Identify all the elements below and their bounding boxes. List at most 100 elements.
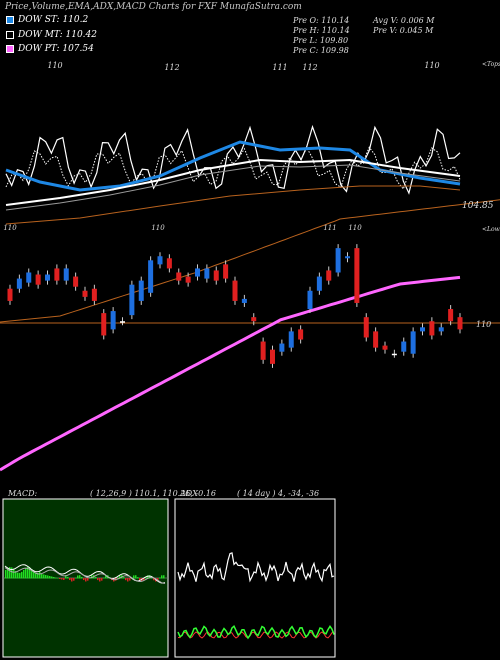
candle-body (7, 288, 13, 301)
macd-histogram-bar (139, 578, 141, 581)
candle-body (391, 353, 397, 356)
macd-histogram-bar (51, 576, 53, 579)
candle-body (63, 268, 69, 281)
tops-value-label: 104.85 (462, 201, 494, 211)
macd-histogram-bar (73, 578, 75, 581)
macd-histogram-bar (15, 571, 17, 579)
macd-histogram-bar (129, 578, 131, 581)
ema-long-line (0, 275, 461, 472)
macd-histogram-bar (69, 578, 71, 581)
candle-body (166, 258, 172, 269)
macd-histogram-bar (37, 572, 39, 579)
lows-label: 110 (151, 224, 165, 232)
candle-body (54, 268, 60, 281)
ohlc-low: Pre L: 109.80 (293, 36, 349, 45)
candle-body (270, 349, 275, 364)
macd-histogram-bar (71, 578, 73, 582)
tops-marker-label: <Tops (482, 61, 500, 68)
tops-label: 110 (47, 61, 62, 70)
price-axis-label: 110 (476, 320, 491, 329)
macd-histogram-bar (5, 570, 7, 579)
tops-label: 112 (164, 63, 179, 72)
macd-histogram-bar (59, 578, 61, 579)
candle-body (251, 317, 257, 322)
macd-histogram-bar (85, 578, 87, 582)
candle-body (448, 309, 454, 322)
candle-body (260, 341, 266, 360)
macd-histogram-bar (159, 577, 161, 579)
candle-body (307, 290, 313, 310)
macd-histogram-bar (61, 578, 63, 580)
candle-body (298, 329, 304, 340)
macd-histogram-bar (143, 578, 145, 581)
candle-body (176, 272, 182, 281)
macd-histogram-bar (67, 576, 69, 579)
macd-histogram-bar (127, 578, 129, 582)
macd-histogram-bar (49, 576, 51, 579)
ma-pt-swatch (6, 45, 14, 53)
macd-histogram-bar (101, 578, 103, 581)
macd-histogram-bar (21, 571, 23, 579)
macd-histogram-bar (9, 567, 11, 579)
macd-histogram-bar (7, 568, 9, 579)
macd-histogram-bar (23, 569, 25, 579)
macd-histogram-bar (97, 578, 99, 581)
ma-legend-mt: DOW MT: 110.42 (6, 29, 97, 41)
lows-marker-label: <Lows (482, 226, 500, 233)
macd-histogram-bar (119, 575, 121, 579)
macd-histogram-bar (145, 577, 147, 579)
ma-pt-label: DOW PT: 107.54 (18, 44, 94, 54)
tops-label: 111 (272, 63, 287, 72)
macd-histogram-bar (79, 575, 81, 579)
adx-values: ( 14 day ) 4, -34, -36 (237, 489, 320, 498)
adx-label: ADX (180, 489, 198, 498)
candle-body (73, 276, 79, 287)
macd-histogram-bar (103, 577, 105, 579)
macd-label: MACD: (8, 489, 38, 498)
macd-signal-line (4, 567, 166, 584)
candle-body (213, 270, 219, 281)
adx-plus-di-line (177, 624, 335, 640)
macd-histogram-bar (75, 577, 77, 579)
candle-body (326, 270, 332, 281)
macd-histogram-bar (35, 572, 37, 579)
candle-body (335, 248, 341, 273)
ema-mid-band-2 (5, 164, 461, 211)
macd-histogram-bar (57, 578, 59, 579)
macd-histogram-bar (25, 568, 27, 579)
tops-label: 110 (424, 61, 439, 70)
macd-histogram-bar (47, 575, 49, 579)
macd-histogram-bar (55, 577, 57, 579)
lows-label: 110 (3, 224, 17, 232)
candle-body (195, 268, 200, 277)
candle-body (91, 288, 97, 301)
candle-body (110, 311, 116, 330)
ma-legend-pt: DOW PT: 107.54 (6, 43, 94, 55)
candle-body (354, 248, 360, 303)
macd-histogram-bar (45, 575, 47, 579)
ohlc-close: Pre C: 109.98 (293, 46, 349, 55)
macd-histogram-bar (105, 575, 107, 579)
macd-histogram-bar (13, 568, 15, 579)
macd-histogram-bar (149, 575, 151, 579)
candle-body (35, 274, 41, 285)
macd-histogram-bar (27, 567, 29, 579)
macd-histogram-bar (133, 575, 135, 579)
macd-histogram-bar (53, 577, 55, 579)
candle-body (457, 317, 463, 330)
macd-histogram-bar (29, 567, 31, 579)
macd-histogram-bar (161, 575, 163, 579)
adx-line (177, 552, 335, 583)
ema-mid-band (5, 158, 461, 206)
macd-histogram-bar (11, 567, 13, 579)
macd-histogram-bar (77, 575, 79, 579)
macd-histogram-bar (117, 577, 119, 579)
macd-histogram-bar (157, 578, 159, 581)
ohlc-open: Pre O: 110.14 (293, 16, 350, 25)
lows-label: 111 (323, 224, 336, 232)
macd-histogram-bar (153, 578, 155, 581)
candle-body (279, 343, 285, 352)
candle-body (185, 276, 191, 283)
ma-st-swatch (6, 16, 14, 24)
macd-histogram-bar (147, 575, 149, 579)
